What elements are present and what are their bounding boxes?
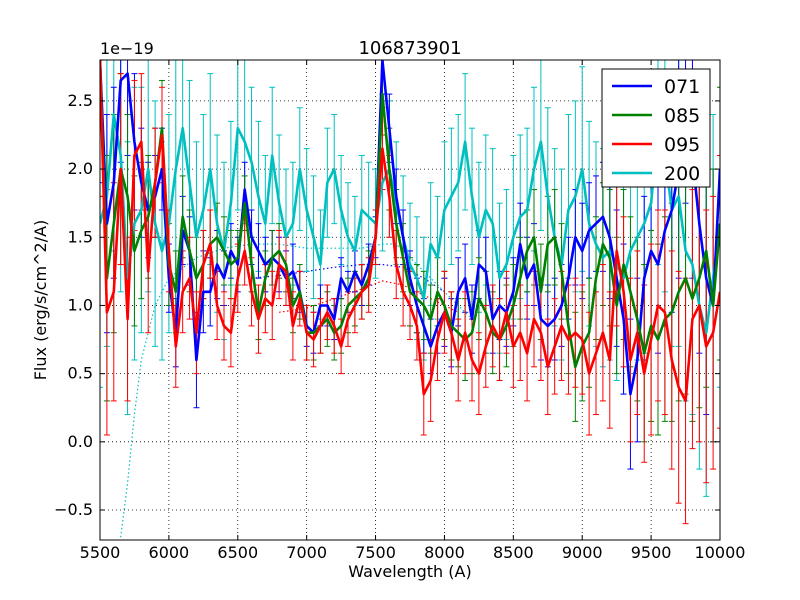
x-tick-label: 7500 — [355, 543, 396, 562]
y-tick-label: 2.5 — [68, 91, 93, 110]
y-tick-label: 2.0 — [68, 159, 93, 178]
y-axis-ticks: −0.5 0.0 0.5 1.0 1.5 2.0 2.5 — [54, 91, 720, 519]
series-lines — [100, 60, 720, 403]
chart-title: 106873901 — [358, 38, 461, 59]
model-200-curve — [120, 243, 473, 538]
y-tick-label: 1.5 — [68, 227, 93, 246]
y-tick-label: 1.0 — [68, 295, 93, 314]
x-tick-label: 8000 — [424, 543, 465, 562]
plot-frame — [99, 59, 721, 541]
model-095-curve — [279, 280, 459, 313]
series-line-071 — [100, 60, 720, 396]
y-tick-label: 0.0 — [68, 432, 93, 451]
x-tick-label: 8500 — [493, 543, 534, 562]
legend-entries: 071 085 095 200 — [612, 76, 700, 185]
x-tick-label: 10000 — [695, 543, 746, 562]
x-tick-label: 6500 — [217, 543, 258, 562]
x-tick-label: 6000 — [149, 543, 190, 562]
data-layer — [100, 60, 720, 538]
legend-label-085: 085 — [664, 105, 700, 127]
legend-label-095: 095 — [664, 134, 700, 156]
y-tick-label: −0.5 — [54, 500, 93, 519]
x-tick-label: 5500 — [80, 543, 121, 562]
legend: 071 085 095 200 — [601, 68, 711, 188]
legend-label-071: 071 — [664, 76, 700, 98]
x-tick-label: 9500 — [631, 543, 672, 562]
x-axis-label: Wavelength (A) — [348, 562, 471, 581]
y-scale-offset-label: 1e−19 — [100, 39, 154, 58]
x-axis-ticks: 5500 6000 6500 7000 7500 8000 8500 9000 9500 1000… — [80, 60, 746, 562]
legend-frame — [601, 68, 711, 188]
x-tick-label: 9000 — [562, 543, 603, 562]
legend-label-200: 200 — [664, 163, 700, 185]
series-line-095 — [100, 60, 720, 403]
y-tick-label: 0.5 — [68, 364, 93, 383]
x-tick-label: 7000 — [286, 543, 327, 562]
y-axis-label: Flux (erg/s/cm^2/A) — [31, 220, 50, 381]
